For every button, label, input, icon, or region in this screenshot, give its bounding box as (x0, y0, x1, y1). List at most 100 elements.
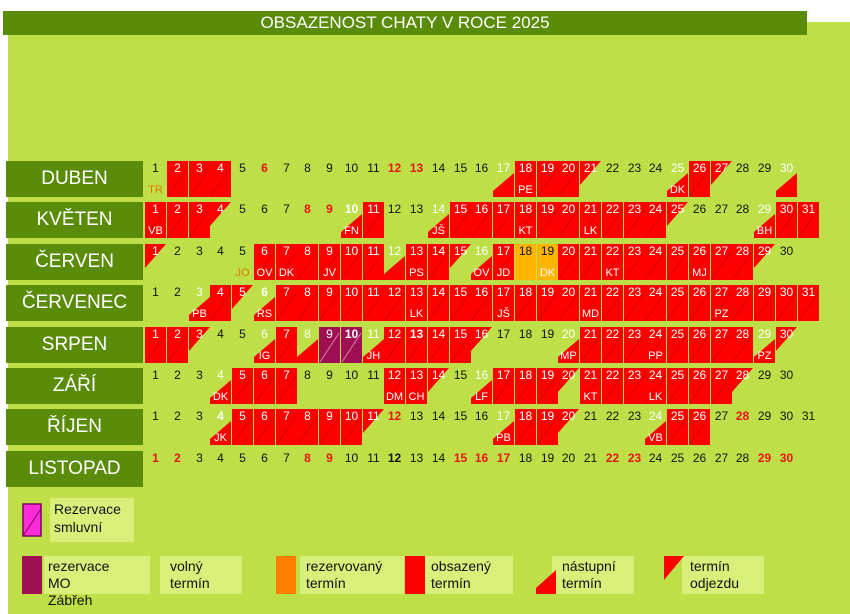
day-cell[interactable]: 14 (428, 327, 449, 363)
day-cell[interactable]: 16 (471, 285, 492, 321)
day-cell[interactable]: 3 (189, 202, 210, 238)
day-cell[interactable]: 5 (232, 202, 253, 238)
day-cell[interactable]: 19 (537, 202, 558, 238)
day-cell[interactable]: 6 (254, 368, 275, 404)
day-cell[interactable]: 2 (167, 161, 188, 197)
day-cell[interactable]: 17 (493, 451, 514, 487)
day-cell[interactable]: 11 (363, 285, 384, 321)
day-cell[interactable]: 12 DM (384, 368, 405, 404)
day-cell[interactable]: 9 (319, 161, 340, 197)
day-cell[interactable]: 23 (624, 285, 645, 321)
day-cell[interactable]: 26 (689, 327, 710, 363)
day-cell[interactable]: 17 (493, 161, 514, 197)
day-cell[interactable]: 19 (537, 409, 558, 445)
day-cell[interactable]: 29 (754, 368, 775, 404)
day-cell[interactable]: 27 (711, 161, 732, 197)
day-cell[interactable]: 14 (428, 161, 449, 197)
day-cell[interactable]: 26 (689, 409, 710, 445)
day-cell[interactable]: 9 (319, 451, 340, 487)
day-cell[interactable]: 23 (624, 409, 645, 445)
day-cell[interactable]: 15 (450, 161, 471, 197)
day-cell[interactable]: 17 JŠ (493, 285, 514, 321)
day-cell[interactable]: 30 (776, 451, 797, 487)
day-cell[interactable]: 14 (428, 244, 449, 280)
day-cell[interactable]: 3 (189, 244, 210, 280)
day-cell[interactable]: 6 (254, 202, 275, 238)
day-cell[interactable]: 21 LK (580, 202, 601, 238)
day-cell[interactable]: 27 (711, 244, 732, 280)
day-cell[interactable]: 27 (711, 202, 732, 238)
day-cell[interactable]: 1 VB (145, 202, 166, 238)
day-cell[interactable]: 15 (450, 409, 471, 445)
day-cell[interactable]: 16 LF (471, 368, 492, 404)
day-cell[interactable]: 7 (276, 285, 297, 321)
day-cell[interactable]: 20 (558, 285, 579, 321)
day-cell[interactable]: 19 (537, 368, 558, 404)
day-cell[interactable]: 12 (384, 285, 405, 321)
day-cell[interactable]: 9 JV (319, 244, 340, 280)
day-cell[interactable]: 1 (145, 244, 166, 280)
day-cell[interactable]: 28 (732, 161, 753, 197)
day-cell[interactable]: 30 (776, 409, 797, 445)
day-cell[interactable]: 19 (537, 327, 558, 363)
day-cell[interactable]: 5 (232, 327, 253, 363)
day-cell[interactable]: 6 (254, 451, 275, 487)
day-cell[interactable]: 5 (232, 409, 253, 445)
day-cell[interactable]: 17 (493, 327, 514, 363)
day-cell[interactable]: 28 (732, 368, 753, 404)
day-cell[interactable]: 19 DK (537, 244, 558, 280)
day-cell[interactable]: 10 (341, 161, 362, 197)
day-cell[interactable]: 28 (732, 244, 753, 280)
day-cell[interactable]: 28 (732, 409, 753, 445)
day-cell[interactable]: 24 LK (645, 368, 666, 404)
day-cell[interactable]: 28 (732, 327, 753, 363)
day-cell[interactable]: 20 (558, 244, 579, 280)
day-cell[interactable]: 12 (384, 327, 405, 363)
day-cell[interactable]: 26 (689, 161, 710, 197)
day-cell[interactable]: 9 (319, 409, 340, 445)
day-cell[interactable]: 23 (624, 161, 645, 197)
day-cell[interactable]: 24 (645, 285, 666, 321)
day-cell[interactable]: 4 DK (210, 368, 231, 404)
day-cell[interactable]: 16 (471, 202, 492, 238)
day-cell[interactable]: 21 (580, 161, 601, 197)
day-cell[interactable]: 8 (297, 368, 318, 404)
day-cell[interactable]: 21 (580, 451, 601, 487)
day-cell[interactable]: 25 (667, 202, 688, 238)
day-cell[interactable]: 24 (645, 451, 666, 487)
day-cell[interactable]: 13 (406, 409, 427, 445)
day-cell[interactable]: 2 (167, 285, 188, 321)
day-cell[interactable]: 14 (428, 368, 449, 404)
day-cell[interactable]: 9 (319, 285, 340, 321)
day-cell[interactable]: 10 FN (341, 202, 362, 238)
day-cell[interactable]: 8 (297, 285, 318, 321)
day-cell[interactable]: 30 (776, 244, 797, 280)
day-cell[interactable]: 5 (232, 161, 253, 197)
day-cell[interactable]: 7 DK (276, 244, 297, 280)
day-cell[interactable]: 8 (297, 202, 318, 238)
day-cell[interactable]: 2 (167, 368, 188, 404)
day-cell[interactable]: 22 (602, 451, 623, 487)
day-cell[interactable]: 7 (276, 368, 297, 404)
day-cell[interactable]: 15 (450, 451, 471, 487)
day-cell[interactable]: 30 (776, 327, 797, 363)
day-cell[interactable]: 10 (341, 368, 362, 404)
day-cell[interactable]: 13 CH (406, 368, 427, 404)
day-cell[interactable]: 10 (341, 244, 362, 280)
day-cell[interactable]: 29 (754, 161, 775, 197)
day-cell[interactable]: 31 (798, 409, 819, 445)
day-cell[interactable]: 22 (602, 368, 623, 404)
day-cell[interactable]: 15 (450, 368, 471, 404)
day-cell[interactable]: 4 (210, 451, 231, 487)
day-cell[interactable]: 22 (602, 161, 623, 197)
day-cell[interactable]: 25 (667, 409, 688, 445)
day-cell[interactable]: 4 (210, 161, 231, 197)
day-cell[interactable]: 26 (689, 368, 710, 404)
day-cell[interactable]: 21 (580, 327, 601, 363)
day-cell[interactable]: 28 (732, 285, 753, 321)
day-cell[interactable]: 24 (645, 244, 666, 280)
day-cell[interactable]: 8 (297, 244, 318, 280)
day-cell[interactable]: 2 (167, 327, 188, 363)
day-cell[interactable]: 11 (363, 409, 384, 445)
day-cell[interactable]: 15 (450, 285, 471, 321)
